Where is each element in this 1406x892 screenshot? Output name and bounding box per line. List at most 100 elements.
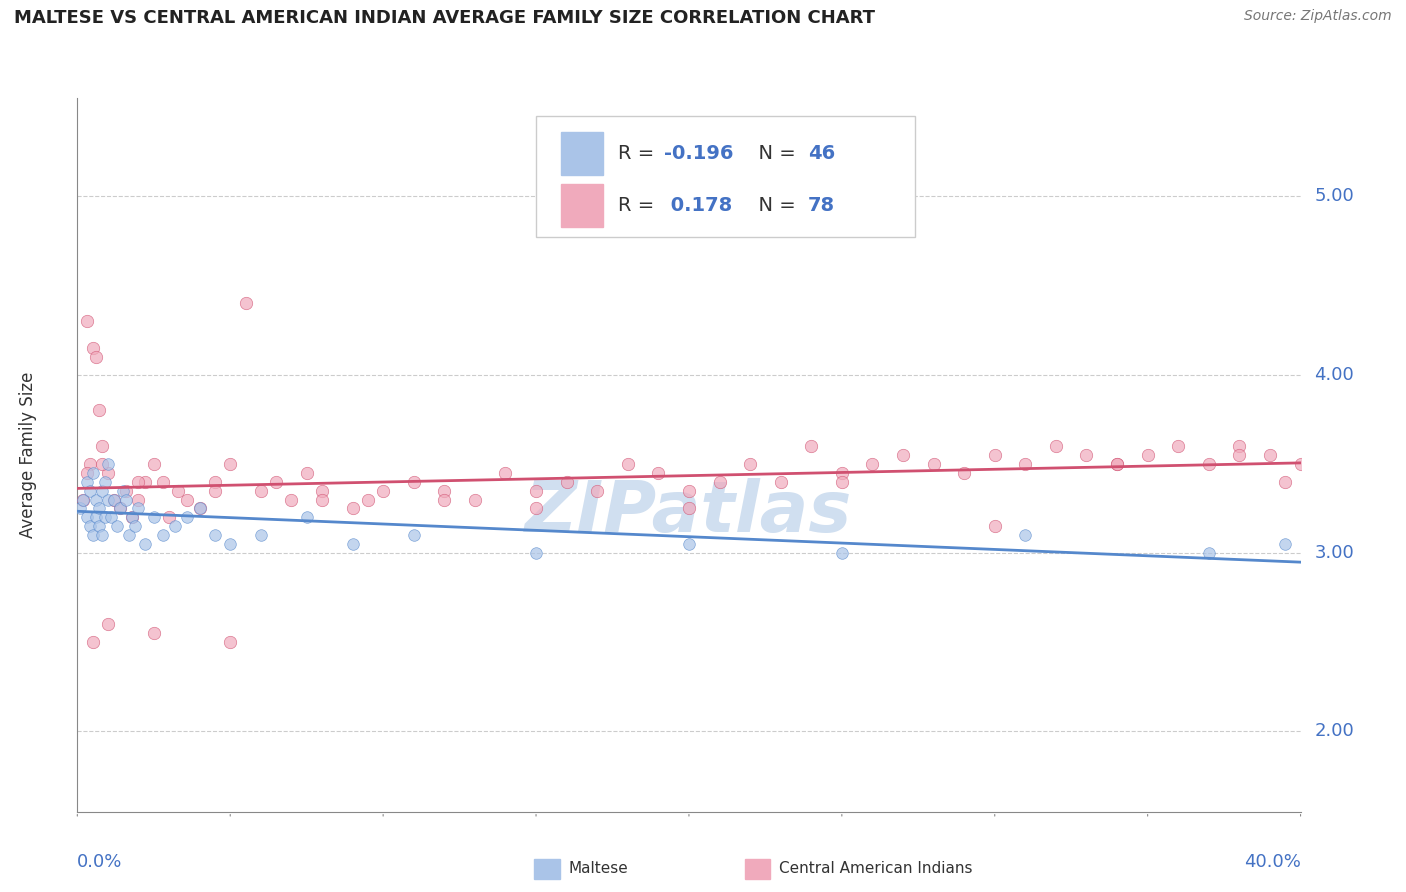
Point <box>115 483 138 498</box>
Point <box>1045 439 1067 453</box>
Point <box>176 492 198 507</box>
Point <box>100 510 122 524</box>
Point <box>76 510 98 524</box>
Point <box>250 528 273 542</box>
FancyBboxPatch shape <box>536 116 915 237</box>
Point <box>219 537 242 551</box>
Text: N =: N = <box>747 195 803 215</box>
Point <box>76 466 98 480</box>
Point <box>524 483 547 498</box>
Point <box>152 528 174 542</box>
Point <box>103 492 125 507</box>
Point <box>72 492 94 507</box>
Point <box>555 475 578 489</box>
Point <box>357 492 380 507</box>
Point <box>94 475 117 489</box>
Point <box>204 483 226 498</box>
Point <box>1107 457 1129 471</box>
Point <box>204 475 226 489</box>
Text: R =: R = <box>619 195 661 215</box>
Point <box>295 510 318 524</box>
Point <box>984 519 1007 533</box>
Point <box>1076 448 1098 462</box>
Point <box>1136 448 1159 462</box>
Point <box>79 519 101 533</box>
Point <box>82 466 104 480</box>
Point <box>127 501 149 516</box>
Point <box>84 492 107 507</box>
Point <box>984 448 1007 462</box>
Point <box>295 466 318 480</box>
Point <box>97 492 120 507</box>
Point <box>280 492 302 507</box>
Text: 5.00: 5.00 <box>1315 187 1354 205</box>
Point <box>402 528 425 542</box>
Point <box>79 483 101 498</box>
Point <box>1014 457 1036 471</box>
Point <box>1229 448 1251 462</box>
Point <box>769 475 792 489</box>
Point <box>1274 537 1296 551</box>
Text: 4.00: 4.00 <box>1315 366 1354 384</box>
Point <box>108 501 131 516</box>
Point <box>219 457 242 471</box>
Point <box>1274 475 1296 489</box>
Point <box>1198 457 1220 471</box>
Text: N =: N = <box>747 145 803 163</box>
Point <box>250 483 273 498</box>
Point <box>84 350 107 364</box>
Point <box>105 519 128 533</box>
Point <box>219 635 242 649</box>
Text: R =: R = <box>619 145 661 163</box>
Point <box>90 457 112 471</box>
Bar <box>561 132 603 175</box>
Text: 3.00: 3.00 <box>1315 544 1354 562</box>
Point <box>311 492 333 507</box>
Point <box>1167 439 1189 453</box>
Point <box>82 341 104 355</box>
Text: Average Family Size: Average Family Size <box>20 372 38 538</box>
Point <box>647 466 669 480</box>
Bar <box>561 184 603 227</box>
Text: 0.178: 0.178 <box>665 195 733 215</box>
Point <box>678 483 700 498</box>
Point <box>112 483 135 498</box>
Point <box>264 475 287 489</box>
Point <box>1258 448 1281 462</box>
Point <box>90 439 112 453</box>
Point <box>740 457 762 471</box>
Point <box>69 501 91 516</box>
Point <box>1229 439 1251 453</box>
Point <box>76 475 98 489</box>
Point <box>90 483 112 498</box>
Point <box>90 528 112 542</box>
Point <box>800 439 823 453</box>
Point <box>495 466 517 480</box>
Point <box>94 510 117 524</box>
Point <box>152 475 174 489</box>
Point <box>124 519 146 533</box>
Point <box>953 466 976 480</box>
Point <box>97 457 120 471</box>
Text: ZIPatlas: ZIPatlas <box>526 477 852 547</box>
Point <box>1014 528 1036 542</box>
Point <box>678 501 700 516</box>
Point <box>76 314 98 328</box>
Point <box>97 617 120 632</box>
Point <box>82 635 104 649</box>
Point <box>433 483 456 498</box>
Point <box>1107 457 1129 471</box>
Point <box>97 466 120 480</box>
Point <box>118 528 141 542</box>
Point <box>188 501 211 516</box>
Point <box>831 475 853 489</box>
Point <box>862 457 884 471</box>
Point <box>142 510 165 524</box>
Point <box>464 492 486 507</box>
Point <box>188 501 211 516</box>
Point <box>371 483 394 498</box>
Point <box>311 483 333 498</box>
Point <box>103 492 125 507</box>
Point <box>142 626 165 640</box>
Point <box>524 501 547 516</box>
